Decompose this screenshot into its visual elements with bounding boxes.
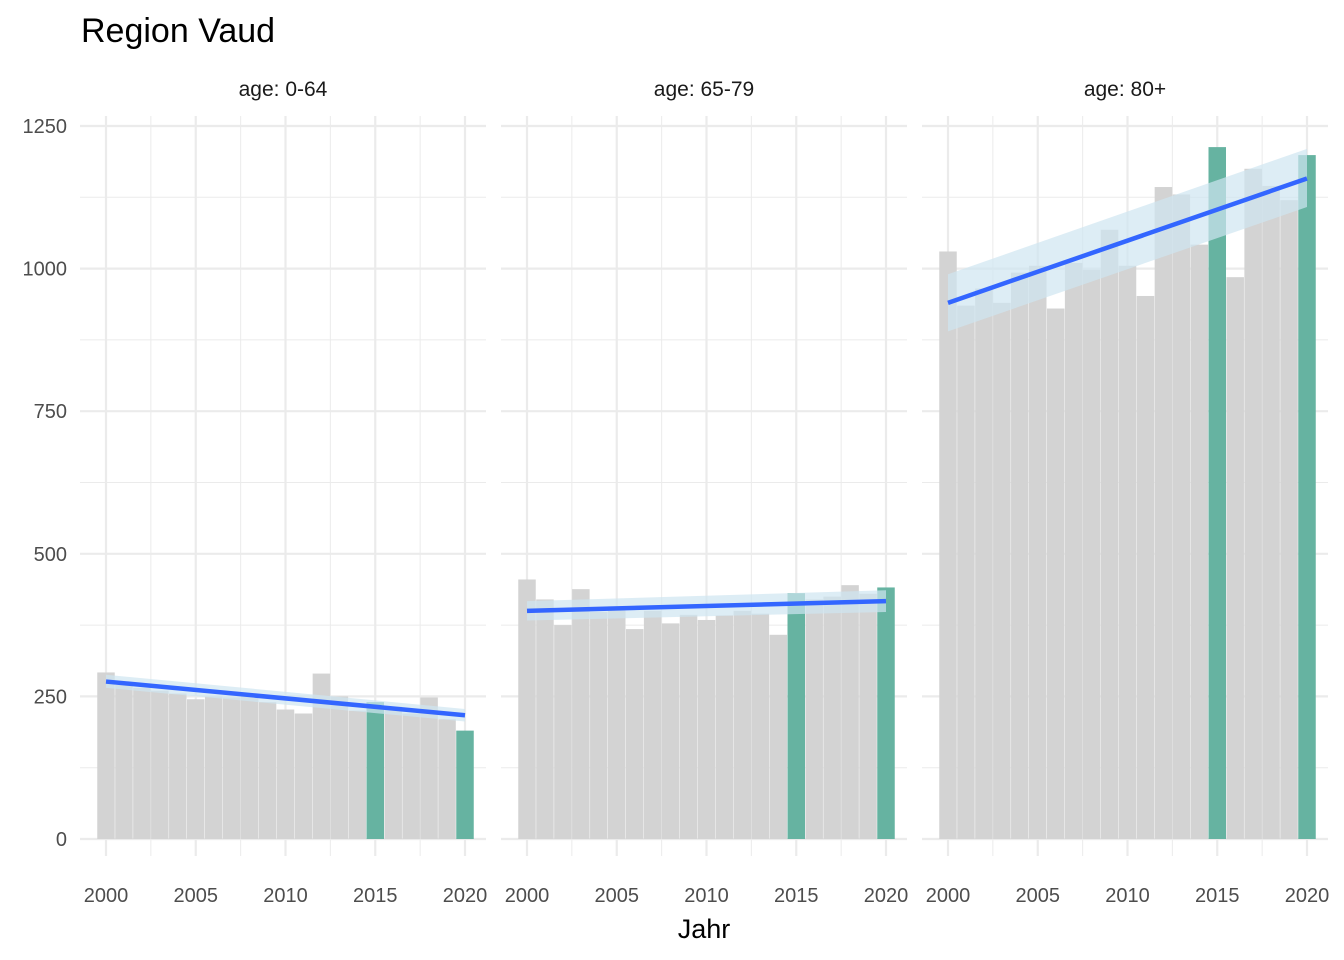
bar bbox=[348, 710, 367, 839]
panel-2: age: 65-79 2000 2005 2010 2015 2020 bbox=[501, 78, 908, 907]
x-tick-label: 2015 bbox=[1195, 885, 1240, 907]
bar bbox=[1136, 295, 1155, 839]
bar bbox=[1280, 200, 1298, 840]
bar bbox=[169, 693, 187, 839]
bar bbox=[518, 579, 536, 839]
bar bbox=[151, 690, 169, 839]
bar bbox=[1029, 265, 1047, 839]
bar bbox=[1082, 269, 1101, 839]
x-tick-label: 2010 bbox=[263, 885, 308, 907]
bar bbox=[438, 719, 456, 839]
x-tick-label: 2005 bbox=[174, 885, 219, 907]
bar bbox=[1226, 277, 1244, 839]
bar-highlight bbox=[456, 730, 474, 839]
bar bbox=[133, 687, 151, 839]
y-tick-label: 1250 bbox=[23, 116, 68, 138]
bar bbox=[733, 610, 752, 839]
panel-1: age: 0-64 2000 2005 2010 2015 2020 bbox=[80, 78, 487, 907]
bar bbox=[330, 696, 349, 839]
trend-line bbox=[526, 598, 887, 614]
bar bbox=[115, 684, 133, 839]
x-tick-label: 2000 bbox=[84, 885, 129, 907]
x-tick-label: 2000 bbox=[505, 885, 550, 907]
bar bbox=[258, 702, 277, 839]
bar bbox=[1118, 265, 1137, 839]
x-tick-label: 2000 bbox=[926, 885, 971, 907]
bar bbox=[276, 709, 295, 839]
panel-3: age: 80+ 2000 2005 2010 2015 2020 bbox=[922, 78, 1329, 907]
bar bbox=[841, 585, 859, 839]
bar bbox=[1262, 185, 1280, 840]
trend-line bbox=[947, 176, 1308, 305]
x-axis-label: Jahr bbox=[678, 914, 731, 944]
trend-line bbox=[105, 679, 466, 718]
bar bbox=[420, 697, 438, 839]
bar bbox=[402, 713, 420, 839]
facet-label: age: 80+ bbox=[1084, 78, 1166, 101]
bar bbox=[859, 593, 877, 839]
chart-title: Region Vaud bbox=[81, 12, 275, 50]
bar bbox=[1190, 244, 1209, 840]
bar bbox=[805, 599, 823, 839]
bar bbox=[97, 672, 115, 839]
x-tick-label: 2020 bbox=[864, 885, 909, 907]
x-tick-label: 2005 bbox=[595, 885, 640, 907]
bar bbox=[554, 625, 572, 839]
bar-highlight bbox=[366, 702, 384, 839]
bar-highlight bbox=[787, 593, 805, 839]
bar bbox=[312, 673, 331, 839]
facet-label: age: 65-79 bbox=[654, 78, 754, 101]
y-tick-label: 1000 bbox=[23, 259, 68, 281]
bar-highlight bbox=[1208, 147, 1226, 839]
facet-label: age: 0-64 bbox=[239, 78, 328, 101]
panels: age: 0-64 2000 2005 2010 2015 2020 age: 65-79 2… bbox=[23, 78, 1330, 907]
y-tick-label: 750 bbox=[34, 401, 67, 423]
bar bbox=[661, 623, 680, 839]
bar bbox=[1154, 187, 1173, 839]
bar bbox=[240, 696, 259, 839]
y-tick-label: 500 bbox=[34, 544, 67, 566]
bar-highlight bbox=[877, 587, 895, 839]
x-tick-label: 2005 bbox=[1016, 885, 1061, 907]
y-tick-label: 250 bbox=[34, 686, 67, 708]
bar bbox=[590, 611, 608, 839]
bar bbox=[187, 699, 205, 839]
x-tick-label: 2015 bbox=[774, 885, 819, 907]
x-tick-label: 2010 bbox=[684, 885, 729, 907]
bar bbox=[823, 596, 841, 839]
bar bbox=[1100, 229, 1119, 839]
x-tick-label: 2015 bbox=[353, 885, 398, 907]
bar bbox=[769, 634, 788, 839]
bar bbox=[608, 606, 626, 839]
bar bbox=[975, 288, 993, 840]
x-tick-label: 2020 bbox=[443, 885, 488, 907]
bar bbox=[384, 706, 402, 839]
bar bbox=[536, 599, 554, 839]
bar bbox=[572, 589, 590, 839]
bar bbox=[697, 619, 716, 839]
bar bbox=[679, 614, 698, 839]
bar bbox=[1172, 194, 1191, 839]
bar bbox=[957, 305, 975, 839]
bar bbox=[939, 251, 957, 839]
bar bbox=[1046, 308, 1065, 839]
bar bbox=[643, 610, 662, 839]
bar bbox=[1064, 262, 1083, 839]
bar bbox=[1011, 272, 1029, 840]
bar bbox=[1244, 168, 1262, 839]
bar bbox=[751, 613, 770, 839]
y-tick-label: 0 bbox=[56, 829, 67, 851]
x-tick-label: 2020 bbox=[1285, 885, 1330, 907]
x-tick-label: 2010 bbox=[1105, 885, 1150, 907]
bar bbox=[625, 629, 644, 839]
bar-highlight bbox=[1298, 155, 1316, 839]
bar bbox=[222, 697, 241, 839]
bar bbox=[204, 696, 223, 839]
bar bbox=[715, 615, 734, 839]
bar bbox=[993, 302, 1011, 840]
bar bbox=[294, 713, 313, 839]
